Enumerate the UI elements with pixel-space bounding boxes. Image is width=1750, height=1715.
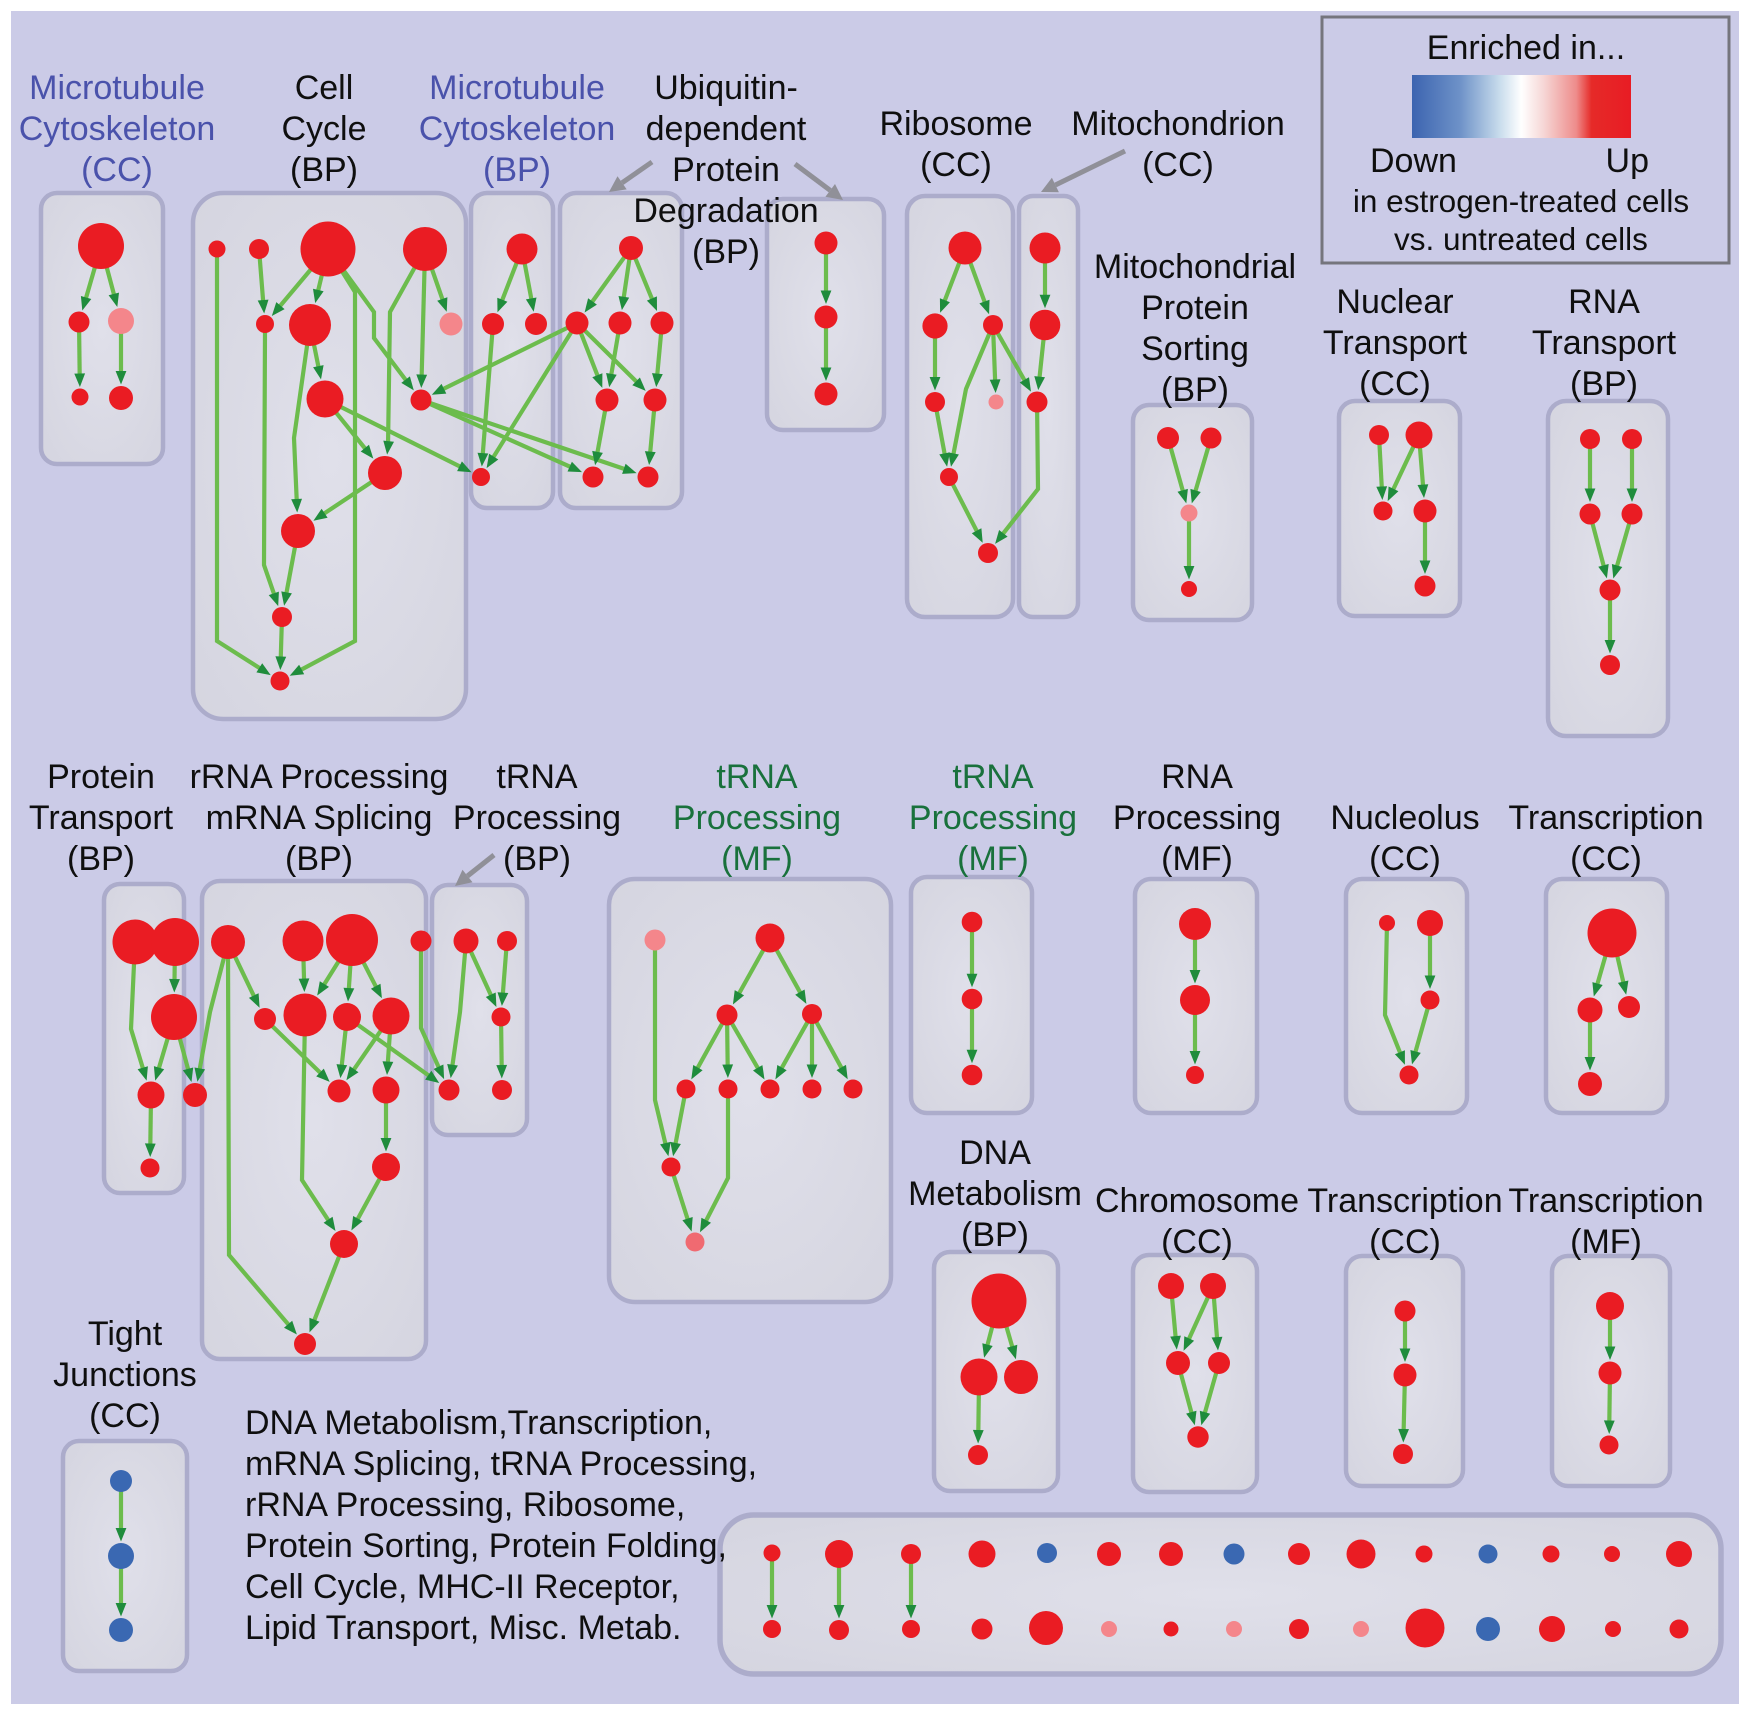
svg-text:rRNA Processing: rRNA Processing (190, 758, 449, 796)
svg-text:Cytoskeleton: Cytoskeleton (419, 110, 616, 148)
svg-text:Nuclear: Nuclear (1336, 283, 1453, 321)
svg-text:Protein Sorting, Protein Foldi: Protein Sorting, Protein Folding, (245, 1527, 727, 1565)
svg-text:Protein: Protein (47, 758, 155, 796)
svg-text:RNA: RNA (1568, 283, 1640, 321)
svg-text:tRNA: tRNA (716, 758, 798, 796)
svg-text:Degradation: Degradation (633, 192, 818, 230)
svg-text:(BP): (BP) (961, 1216, 1029, 1254)
svg-text:Transcription: Transcription (1508, 1182, 1703, 1220)
svg-text:tRNA: tRNA (952, 758, 1034, 796)
svg-text:dependent: dependent (646, 110, 807, 148)
svg-text:(MF): (MF) (1570, 1223, 1642, 1261)
svg-text:Transcription: Transcription (1307, 1182, 1502, 1220)
svg-text:Processing: Processing (1113, 799, 1281, 837)
svg-text:vs. untreated cells: vs. untreated cells (1394, 221, 1648, 257)
svg-text:Mitochondrion: Mitochondrion (1071, 105, 1285, 143)
svg-text:Down: Down (1370, 142, 1457, 180)
svg-text:Cell: Cell (295, 69, 354, 107)
svg-text:Protein: Protein (1141, 289, 1249, 327)
svg-text:(CC): (CC) (1369, 1223, 1441, 1261)
svg-text:(MF): (MF) (957, 840, 1029, 878)
svg-text:(BP): (BP) (483, 151, 551, 189)
svg-text:DNA Metabolism,Transcription,: DNA Metabolism,Transcription, (245, 1404, 712, 1442)
svg-text:mRNA Splicing: mRNA Splicing (206, 799, 433, 837)
svg-text:Transport: Transport (29, 799, 174, 837)
svg-text:Metabolism: Metabolism (908, 1175, 1082, 1213)
svg-text:Cell Cycle, MHC-II Receptor,: Cell Cycle, MHC-II Receptor, (245, 1568, 680, 1606)
svg-text:(CC): (CC) (1142, 146, 1214, 184)
svg-text:Protein: Protein (672, 151, 780, 189)
svg-text:Microtubule: Microtubule (29, 69, 205, 107)
svg-text:(MF): (MF) (1161, 840, 1233, 878)
svg-text:Ribosome: Ribosome (879, 105, 1032, 143)
svg-text:Transcription: Transcription (1508, 799, 1703, 837)
svg-text:Up: Up (1606, 142, 1649, 180)
svg-text:(CC): (CC) (920, 146, 992, 184)
svg-text:Enriched in...: Enriched in... (1427, 29, 1625, 67)
svg-text:Ubiquitin-: Ubiquitin- (654, 69, 798, 107)
svg-text:(CC): (CC) (1369, 840, 1441, 878)
svg-text:(CC): (CC) (1161, 1223, 1233, 1261)
svg-text:in estrogen-treated cells: in estrogen-treated cells (1353, 183, 1689, 219)
svg-text:Transport: Transport (1323, 324, 1468, 362)
svg-text:Cytoskeleton: Cytoskeleton (19, 110, 216, 148)
svg-text:(BP): (BP) (290, 151, 358, 189)
svg-text:Nucleolus: Nucleolus (1330, 799, 1479, 837)
svg-text:(BP): (BP) (1161, 371, 1229, 409)
svg-text:(BP): (BP) (1570, 365, 1638, 403)
svg-text:(CC): (CC) (89, 1397, 161, 1435)
svg-text:(BP): (BP) (285, 840, 353, 878)
svg-text:(CC): (CC) (1359, 365, 1431, 403)
svg-text:(BP): (BP) (503, 840, 571, 878)
svg-text:Chromosome: Chromosome (1095, 1182, 1299, 1220)
svg-text:Processing: Processing (453, 799, 621, 837)
svg-text:Tight: Tight (88, 1315, 163, 1353)
svg-text:(BP): (BP) (67, 840, 135, 878)
svg-text:Lipid Transport, Misc. Metab.: Lipid Transport, Misc. Metab. (245, 1609, 682, 1647)
svg-text:Transport: Transport (1532, 324, 1677, 362)
svg-text:DNA: DNA (959, 1134, 1031, 1172)
svg-text:(MF): (MF) (721, 840, 793, 878)
svg-text:(CC): (CC) (81, 151, 153, 189)
svg-text:Processing: Processing (673, 799, 841, 837)
svg-text:Processing: Processing (909, 799, 1077, 837)
svg-text:(BP): (BP) (692, 233, 760, 271)
svg-text:Mitochondrial: Mitochondrial (1094, 248, 1296, 286)
svg-text:RNA: RNA (1161, 758, 1233, 796)
svg-text:(CC): (CC) (1570, 840, 1642, 878)
svg-text:Junctions: Junctions (53, 1356, 197, 1394)
svg-text:mRNA Splicing, tRNA Processing: mRNA Splicing, tRNA Processing, (245, 1445, 757, 1483)
svg-text:rRNA Processing, Ribosome,: rRNA Processing, Ribosome, (245, 1486, 685, 1524)
svg-text:tRNA: tRNA (496, 758, 578, 796)
svg-text:Sorting: Sorting (1141, 330, 1249, 368)
svg-text:Microtubule: Microtubule (429, 69, 605, 107)
svg-text:Cycle: Cycle (281, 110, 366, 148)
